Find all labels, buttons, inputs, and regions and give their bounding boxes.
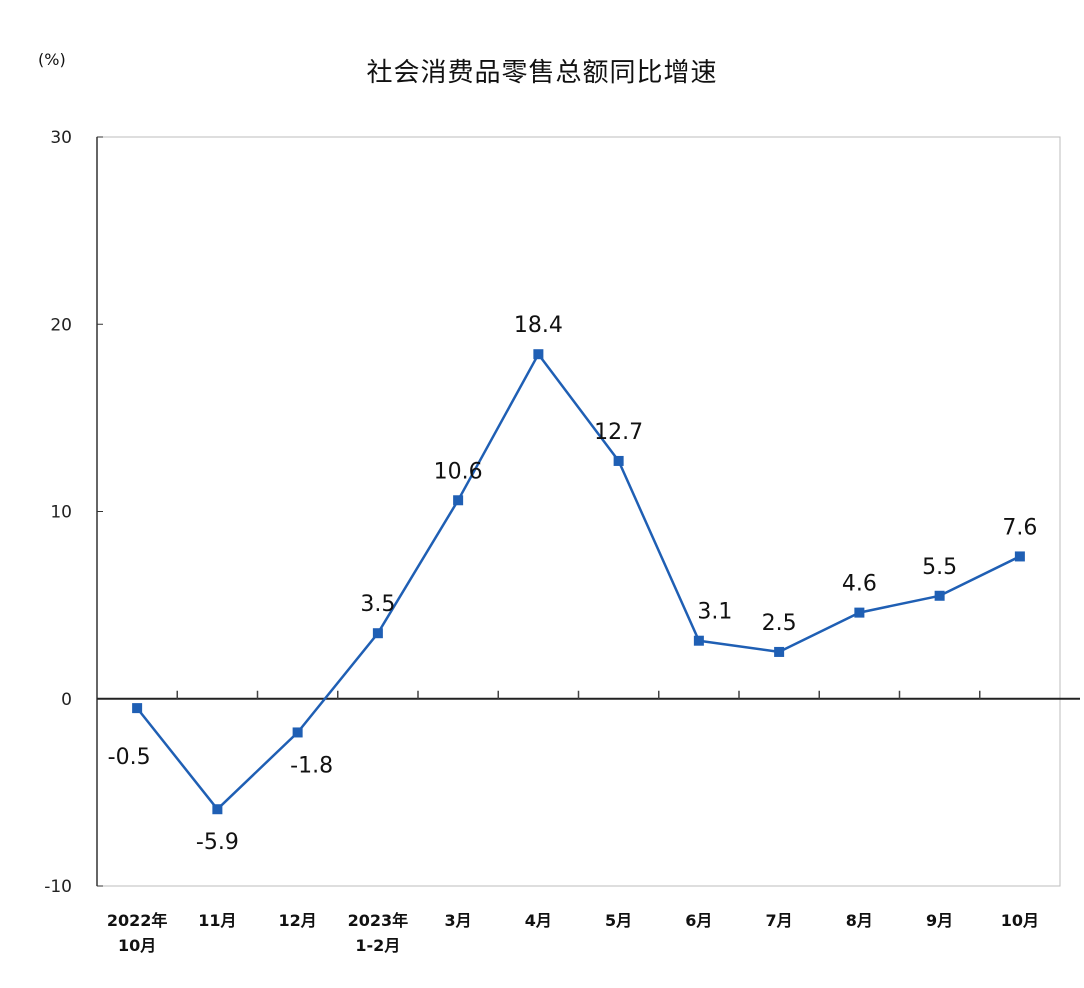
x-tick-label-line: 7月 <box>766 911 793 930</box>
y-tick-label: 10 <box>50 503 72 523</box>
x-tick-label-line: 10月 <box>118 936 156 955</box>
data-point-marker <box>372 628 383 639</box>
data-label: 3.5 <box>360 592 395 617</box>
x-tick-label: 6月 <box>685 911 712 930</box>
x-tick-label: 2023年 1-2月 <box>348 911 409 955</box>
y-tick-label: -10 <box>44 877 72 897</box>
data-point-marker <box>613 455 624 466</box>
data-labels: -0.5 -5.9 -1.8 3.5 10.6 18.4 12.7 3.1 2.5 4.6 5.5 7… <box>108 313 1038 855</box>
data-point-marker <box>453 495 464 506</box>
x-tick-label: 2022年 10月 <box>107 911 168 955</box>
x-tick-label: 8月 <box>846 911 873 930</box>
series-group <box>132 349 1025 815</box>
data-label: 5.5 <box>922 555 957 580</box>
data-point-marker <box>212 804 223 815</box>
x-tick-label: 10月 <box>1001 911 1039 930</box>
data-label: 7.6 <box>1002 515 1037 540</box>
x-tick-label-line: 6月 <box>685 911 712 930</box>
x-tick-label-line: 3月 <box>445 911 472 930</box>
data-point-marker <box>934 590 945 601</box>
x-tick-label-line: 9月 <box>926 911 953 930</box>
x-tick-label: 4月 <box>525 911 552 930</box>
data-point-marker <box>854 607 865 618</box>
y-tick-label: 20 <box>50 315 72 335</box>
data-point-marker <box>533 349 544 360</box>
x-tick-label: 9月 <box>926 911 953 930</box>
x-tick-label-line: 2023年 <box>348 911 409 930</box>
chart-title: 社会消费品零售总额同比增速 <box>366 58 718 88</box>
data-label: -0.5 <box>108 745 151 770</box>
x-tick-label-line: 4月 <box>525 911 552 930</box>
data-label: -1.8 <box>290 753 333 778</box>
data-point-marker <box>1014 551 1025 562</box>
x-tick-label-line: 11月 <box>198 911 236 930</box>
data-label: -5.9 <box>196 830 239 855</box>
x-tick-label-line: 5月 <box>605 911 632 930</box>
x-tick-label-line: 1-2月 <box>355 936 400 955</box>
data-point-marker <box>292 727 303 738</box>
y-tick-label: 0 <box>61 690 72 710</box>
data-label: 12.7 <box>594 420 643 445</box>
data-label: 2.5 <box>762 611 797 636</box>
x-tick-label: 5月 <box>605 911 632 930</box>
x-tick-label: 3月 <box>445 911 472 930</box>
series-line <box>136 352 1021 811</box>
x-tick-label: 12月 <box>278 911 316 930</box>
x-tick-label-line: 12月 <box>278 911 316 930</box>
x-tick-label: 7月 <box>766 911 793 930</box>
data-point-marker <box>774 646 785 657</box>
data-label: 18.4 <box>514 313 563 338</box>
data-point-marker <box>693 635 704 646</box>
plot-area-frame <box>96 136 1061 887</box>
y-tick-label: 30 <box>50 128 72 148</box>
x-tick-label-line: 8月 <box>846 911 873 930</box>
y-axis-ticks: -10 0 10 20 30 <box>44 128 103 897</box>
data-label: 10.6 <box>434 459 483 484</box>
data-label: 3.1 <box>697 600 732 625</box>
x-tick-label-line: 2022年 <box>107 911 168 930</box>
x-axis: 2022年 10月 11月 12月 2023年 1-2月 3月 4月 5月 6月 7月 8月 9月 10月 <box>97 690 1080 955</box>
data-point-marker <box>132 703 143 714</box>
data-label: 4.6 <box>842 572 877 597</box>
x-tick-label: 11月 <box>198 911 236 930</box>
y-axis-unit-label: (%) <box>38 50 66 69</box>
x-tick-label-line: 10月 <box>1001 911 1039 930</box>
